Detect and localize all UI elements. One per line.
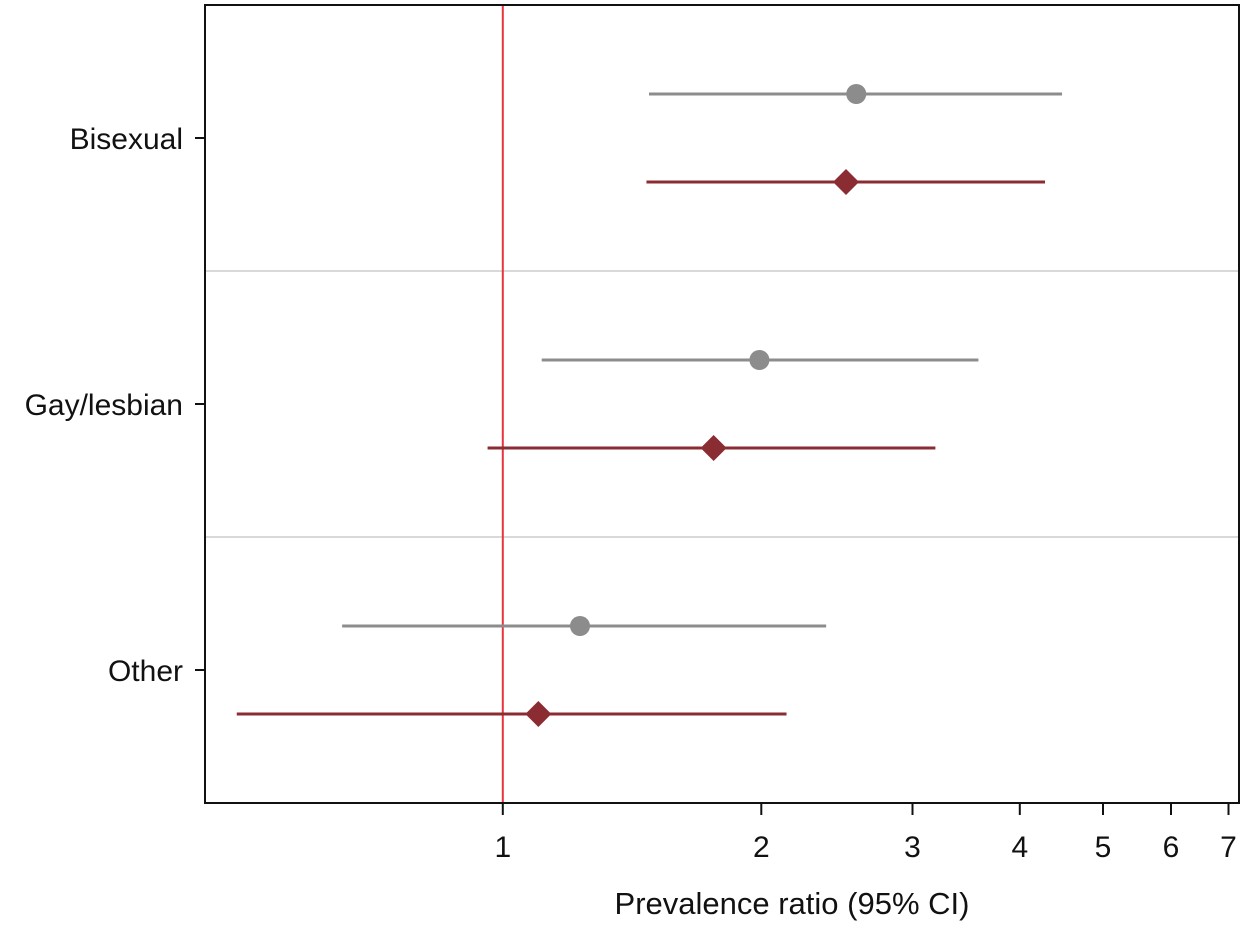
point-estimate-circle xyxy=(569,616,590,636)
x-tick-label: 4 xyxy=(1011,831,1028,864)
x-tick-label: 5 xyxy=(1095,831,1112,864)
x-tick-label: 6 xyxy=(1163,831,1180,864)
x-tick-label: 7 xyxy=(1220,831,1237,864)
y-axis: Bisexual Gay/lesbian Other xyxy=(25,123,205,688)
group-separators xyxy=(205,270,1239,538)
point-estimate-diamond xyxy=(833,169,859,195)
point-estimate-circle xyxy=(749,350,770,370)
point-estimate-diamond xyxy=(700,435,727,461)
x-tick-label: 3 xyxy=(904,831,921,864)
point-estimate-diamond xyxy=(525,701,552,727)
point-estimate-circle xyxy=(846,84,867,104)
category-label: Other xyxy=(108,655,183,688)
estimates-group xyxy=(236,84,1063,727)
category-label: Gay/lesbian xyxy=(25,389,183,422)
x-tick-label: 2 xyxy=(753,831,770,864)
x-axis-title: Prevalence ratio (95% CI) xyxy=(615,886,970,921)
category-label: Bisexual xyxy=(70,123,183,156)
x-axis: 1 2 3 4 5 6 7 xyxy=(494,803,1237,864)
plot-frame xyxy=(204,4,1240,804)
x-tick-label: 1 xyxy=(494,831,511,864)
